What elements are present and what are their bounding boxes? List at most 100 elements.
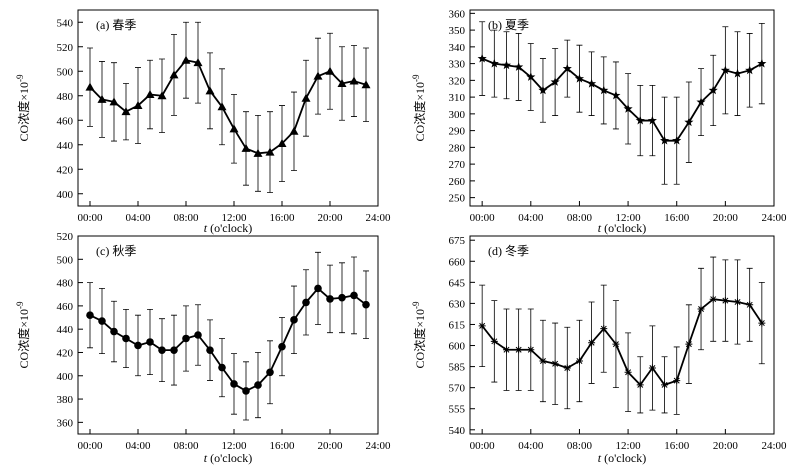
asterisk-marker <box>697 305 705 313</box>
triangle-marker <box>337 79 347 87</box>
star-marker <box>562 63 572 73</box>
x-axis-label: t (o'clock) <box>598 221 646 235</box>
triangle-marker <box>181 55 191 64</box>
x-tick-label: 16:00 <box>269 212 295 224</box>
y-tick-label: 600 <box>449 341 466 353</box>
x-tick-label: 24:00 <box>761 440 787 452</box>
y-axis-label-exponent: -9 <box>15 74 25 82</box>
x-axis-label-unit: (o'clock) <box>601 221 646 235</box>
asterisk-marker <box>734 298 742 306</box>
x-tick-label: 12:00 <box>616 212 642 224</box>
series-line <box>481 298 763 386</box>
x-axis-label-unit: (o'clock) <box>601 451 646 465</box>
x-axis-label-variable: t <box>204 451 208 465</box>
panel-label: (a) 春季 <box>96 18 136 32</box>
triangle-marker <box>325 66 335 75</box>
x-tick-label: 08:00 <box>173 440 199 452</box>
x-tick-label: 16:00 <box>269 440 295 452</box>
circle-marker <box>218 363 226 372</box>
y-tick-label: 585 <box>449 362 466 374</box>
star-marker <box>708 85 718 95</box>
x-axis-label-unit: (o'clock) <box>207 221 252 235</box>
y-tick-label: 250 <box>449 193 466 205</box>
x-tick-label: 04:00 <box>518 440 544 452</box>
asterisk-marker <box>721 297 729 305</box>
chart-panel-3: 360 380 400 420 440 460 480 500 520 00:00 04:00 08:… <box>15 231 391 465</box>
asterisk-marker <box>685 340 693 348</box>
triangle-marker <box>121 107 131 116</box>
x-tick-label: 24:00 <box>365 212 391 224</box>
y-tick-label: 360 <box>57 417 74 429</box>
triangle-marker <box>289 126 299 135</box>
asterisk-marker <box>612 340 620 348</box>
asterisk-marker <box>758 319 766 327</box>
x-axis-label-variable: t <box>598 451 602 465</box>
y-tick-label: 645 <box>449 277 466 289</box>
asterisk-marker <box>563 364 571 372</box>
star-marker <box>757 58 767 68</box>
star-marker <box>538 85 548 95</box>
star-marker <box>647 115 657 125</box>
triangle-marker <box>169 70 179 79</box>
x-tick-label: 00:00 <box>470 440 496 452</box>
triangle-marker <box>349 76 359 85</box>
star-marker <box>599 85 609 95</box>
triangle-marker <box>361 80 371 89</box>
panel-label: (c) 秋季 <box>96 244 136 258</box>
circle-marker <box>98 317 106 325</box>
y-tick-label: 440 <box>57 324 74 336</box>
star-marker <box>477 53 487 63</box>
circle-marker <box>206 346 214 354</box>
triangle-marker <box>265 147 275 156</box>
circle-marker <box>182 334 190 343</box>
asterisk-marker <box>648 364 656 372</box>
star-marker <box>720 65 730 75</box>
x-tick-label: 24:00 <box>761 212 787 224</box>
x-tick-label: 12:00 <box>221 440 247 452</box>
asterisk-marker <box>527 346 535 354</box>
asterisk-marker <box>478 322 486 330</box>
star-marker <box>550 77 560 86</box>
asterisk-marker <box>551 360 559 368</box>
y-tick-label: 675 <box>449 235 466 247</box>
asterisk-marker <box>515 346 523 354</box>
y-tick-label: 330 <box>449 59 466 71</box>
x-tick-label: 16:00 <box>664 440 690 452</box>
plot-frame <box>469 9 775 207</box>
circle-marker <box>278 342 286 351</box>
y-tick-label: 300 <box>449 109 466 121</box>
triangle-marker <box>217 102 227 111</box>
chart-panel-2: 250 260 270 280 290 300 310 320 330 340 350 360 00:0… <box>411 8 787 235</box>
star-marker <box>611 90 621 100</box>
x-tick-label: 00:00 <box>77 440 103 452</box>
circle-marker <box>158 346 166 354</box>
circle-marker <box>266 368 274 377</box>
y-tick-label: 440 <box>57 140 74 152</box>
asterisk-marker <box>661 381 669 389</box>
x-tick-label: 20:00 <box>713 440 739 452</box>
x-tick-label: 20:00 <box>713 212 739 224</box>
star-marker <box>696 97 706 107</box>
circle-marker <box>302 298 310 307</box>
series-line <box>481 57 763 142</box>
y-tick-label: 420 <box>57 164 74 176</box>
y-tick-label: 570 <box>449 383 466 395</box>
y-tick-label: 310 <box>449 92 466 104</box>
x-tick-label: 16:00 <box>664 212 690 224</box>
plot-frame <box>469 235 775 435</box>
x-tick-label: 04:00 <box>125 212 151 224</box>
panel-label: (b) 夏季 <box>488 18 529 32</box>
x-tick-label: 04:00 <box>125 440 151 452</box>
plot-frame <box>77 235 379 435</box>
asterisk-marker <box>539 357 547 365</box>
circle-marker <box>134 341 142 350</box>
asterisk-marker <box>600 325 608 333</box>
circle-marker <box>110 327 118 336</box>
y-tick-label: 420 <box>57 347 74 359</box>
x-tick-label: 08:00 <box>567 212 593 224</box>
x-tick-label: 12:00 <box>616 440 642 452</box>
asterisk-marker <box>588 339 596 347</box>
y-tick-label: 520 <box>57 42 74 54</box>
y-tick-label: 630 <box>449 298 466 310</box>
x-axis-label: t (o'clock) <box>204 451 252 465</box>
